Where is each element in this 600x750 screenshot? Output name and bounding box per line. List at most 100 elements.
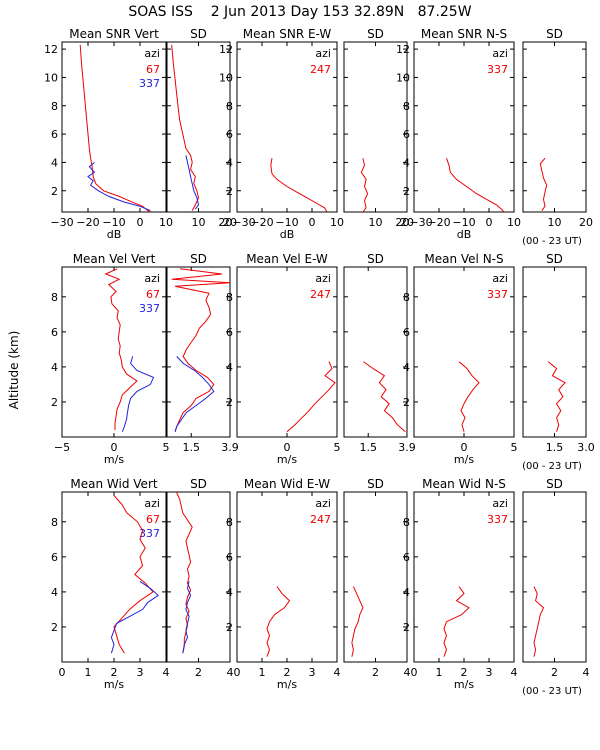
legend-entry: 247 [310, 288, 331, 301]
x-axis-label: m/s [277, 453, 297, 466]
x-axis-label: m/s [454, 678, 474, 691]
x-tick-label: 0 [486, 216, 493, 229]
series-line-337 [110, 580, 160, 654]
series-line-337 [443, 586, 470, 657]
x-tick-label: −10 [452, 216, 475, 229]
series-line-247 [351, 586, 364, 657]
y-tick-label: 10 [396, 71, 410, 84]
x-tick-label: 20 [400, 216, 414, 229]
y-tick-label: 8 [226, 100, 233, 113]
x-tick-label: 10 [192, 216, 206, 229]
x-tick-label: 2 [461, 666, 468, 679]
series-line-337 [539, 157, 548, 211]
x-tick-label: 3.9 [221, 441, 239, 454]
x-tick-label: 10 [159, 216, 173, 229]
chart-panel-6: SD 10 20 [522, 27, 593, 229]
legend-entry: 337 [139, 302, 160, 315]
x-tick-label: 2 [195, 666, 202, 679]
legend-header: azi [144, 47, 160, 60]
y-tick-label: 10 [44, 71, 58, 84]
x-tick-label: 0 [461, 441, 468, 454]
panel-title: Mean Vel E-W [246, 252, 328, 266]
plot-frame [166, 41, 231, 213]
x-axis-label: m/s [277, 678, 297, 691]
legend-entry: 337 [139, 527, 160, 540]
x-tick-label: 0 [59, 666, 66, 679]
y-tick-label: 6 [51, 551, 58, 564]
y-tick-label: 6 [51, 128, 58, 141]
x-tick-label: 3 [309, 666, 316, 679]
series-line-337 [87, 162, 151, 212]
legend-entry: 337 [487, 63, 508, 76]
panel-title: SD [190, 477, 207, 491]
x-tick-label: 4 [227, 666, 234, 679]
x-axis-label: dB [280, 228, 295, 241]
x-tick-label: 10 [330, 216, 344, 229]
x-tick-label: 4 [334, 666, 341, 679]
y-tick-label: 6 [403, 551, 410, 564]
chart-panel-8: SD 1.5 3.9 [166, 252, 239, 454]
x-tick-label: 4 [511, 666, 518, 679]
y-tick-label: 4 [51, 156, 58, 169]
x-tick-label: 4 [583, 666, 590, 679]
legend-entry: 67 [146, 63, 160, 76]
legend-header: azi [492, 497, 508, 510]
x-tick-label: 20 [579, 216, 593, 229]
series-line-67 [104, 268, 138, 430]
plot-frame [522, 266, 587, 438]
x-tick-label: 4 [404, 666, 411, 679]
y-tick-label: 6 [403, 326, 410, 339]
legend-entry: 67 [146, 513, 160, 526]
plot-frame [522, 41, 587, 213]
legend-header: azi [492, 272, 508, 285]
chart-panel-17: Mean Wid N-S 2 4 6 8 0 1 2 3 4 m/s azi 337 [403, 477, 518, 691]
legend-header: azi [144, 272, 160, 285]
series-line-67 [175, 491, 193, 654]
y-tick-label: 2 [403, 396, 410, 409]
y-tick-label: 2 [51, 396, 58, 409]
x-tick-label: 20−30 [395, 216, 432, 229]
y-tick-label: 4 [403, 156, 410, 169]
y-tick-label: 6 [226, 551, 233, 564]
series-line-337 [458, 361, 480, 432]
y-tick-label: 8 [51, 291, 58, 304]
x-tick-label: 4 [163, 666, 170, 679]
x-tick-label: 0 [111, 441, 118, 454]
x-tick-label: 20−30 [218, 216, 255, 229]
y-tick-label: 2 [51, 621, 58, 634]
chart-panel-1: Mean SNR Vert 2 4 6 8 10 12 −30 −20 −10 0 10 dB azi 67… [44, 27, 173, 241]
x-tick-label: 5 [511, 441, 518, 454]
y-tick-label: 6 [403, 128, 410, 141]
panel-title: Mean Wid Vert [70, 477, 157, 491]
x-axis-label: dB [457, 228, 472, 241]
series-line-67 [171, 44, 200, 211]
y-tick-label: 2 [403, 185, 410, 198]
series-line-247 [270, 158, 328, 213]
y-tick-label: 2 [403, 621, 410, 634]
legend-entry: 337 [139, 77, 160, 90]
x-tick-label: −10 [102, 216, 125, 229]
time-note-row-3: (00 - 23 UT) [522, 686, 582, 697]
x-tick-label: −5 [54, 441, 70, 454]
legend-entry: 337 [487, 288, 508, 301]
panel-title: SD [190, 27, 207, 41]
x-tick-label: 3 [137, 666, 144, 679]
plot-frame [166, 491, 231, 663]
chart-panel-18: SD 2 4 [522, 477, 590, 679]
x-tick-label: 5 [163, 441, 170, 454]
series-line-67 [79, 44, 151, 213]
x-axis-label: m/s [104, 453, 124, 466]
chart-panel-16: SD 2 4 [343, 477, 411, 679]
legend-header: azi [315, 497, 331, 510]
plot-frame [522, 491, 587, 663]
x-tick-label: 0 [284, 441, 291, 454]
x-tick-label: 0 [411, 666, 418, 679]
y-tick-label: 2 [226, 185, 233, 198]
x-tick-label: 5 [334, 441, 341, 454]
series-line-337 [547, 361, 566, 432]
x-tick-label: 0 [309, 216, 316, 229]
x-tick-label: 1.5 [359, 441, 377, 454]
